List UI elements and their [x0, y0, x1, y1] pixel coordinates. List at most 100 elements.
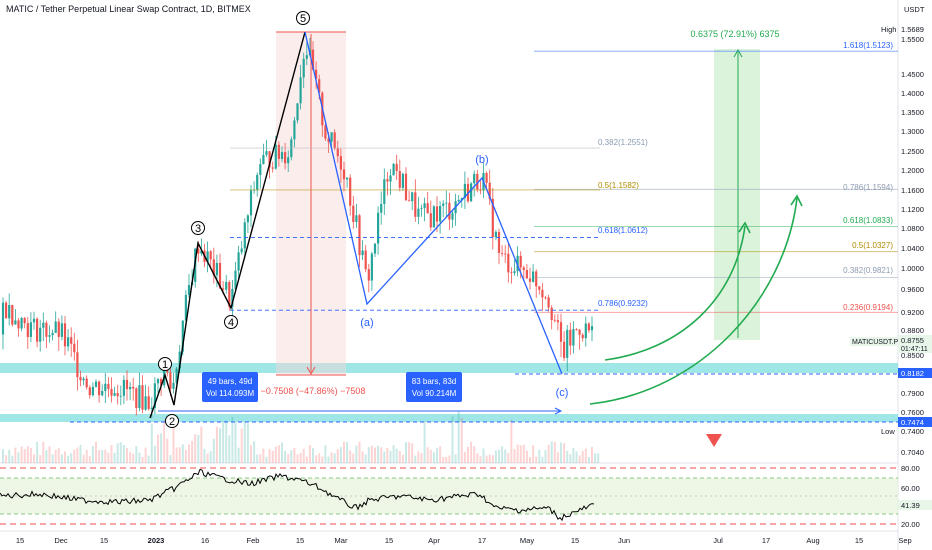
volume-bar: [26, 446, 29, 463]
candle-body: [187, 285, 191, 295]
candle-body: [144, 396, 147, 410]
wave-5-marker: [296, 11, 310, 25]
wave-3-label: 3: [195, 223, 201, 235]
volume-bar: [395, 448, 398, 463]
volume-bar: [29, 448, 32, 463]
volume-bar: [411, 443, 414, 463]
candle-body: [380, 204, 383, 213]
wave-4-label: 4: [228, 317, 234, 329]
time-tick: 17: [478, 536, 486, 545]
volume-bar: [60, 454, 63, 463]
candle-body: [23, 318, 26, 324]
volume-bar: [91, 446, 94, 463]
volume-bar: [293, 447, 296, 463]
time-tick: May: [520, 536, 534, 545]
volume-bar: [439, 446, 442, 463]
candle-body: [311, 49, 315, 70]
fib-label: 0.382(0.9821): [843, 266, 893, 275]
candle-body: [172, 382, 175, 389]
volume-bar: [144, 447, 147, 463]
volume-bar: [169, 455, 172, 463]
volume-bar: [85, 449, 88, 463]
impulse-wave-path: [149, 31, 306, 419]
candle-body: [14, 320, 17, 325]
candle-body: [581, 334, 584, 339]
candle-body: [535, 271, 538, 287]
candle-body: [125, 379, 129, 390]
wave-2-label: 2: [169, 416, 175, 428]
volume-bar: [76, 447, 79, 463]
volume-bar: [305, 456, 308, 463]
volume-bar: [166, 438, 169, 463]
volume-bar: [184, 449, 187, 463]
price-tick: 1.1200: [901, 205, 924, 214]
candle-body: [274, 144, 277, 169]
volume-bar: [212, 438, 215, 463]
volume-bar: [129, 451, 132, 463]
volume-bar: [194, 434, 197, 463]
candle-body: [330, 132, 333, 142]
volume-bar: [336, 449, 339, 463]
fib-label: 0.786(0.9232): [598, 299, 648, 308]
volume-bar: [73, 449, 76, 463]
candle-body: [451, 213, 454, 220]
candle-body: [439, 206, 442, 222]
time-tick: Mar: [335, 536, 348, 545]
fib-label: 0.5(1.1582): [598, 181, 639, 190]
price-tick: 0.7400: [901, 427, 924, 436]
range-box-1-line1: 49 bars, 49d: [208, 377, 252, 386]
wave-3-marker: [191, 221, 205, 235]
range-box-1: [202, 372, 258, 402]
level-value-1: 0.8182: [901, 369, 924, 378]
volume-bar: [510, 419, 513, 463]
price-tick: 1.3000: [901, 127, 924, 136]
candle-body: [485, 173, 488, 183]
candle-body: [504, 253, 507, 255]
fib-label: 0.236(0.9194): [843, 303, 893, 312]
candle-body: [432, 206, 435, 228]
price-tick: 0.9600: [901, 285, 924, 294]
volume-bar: [535, 456, 538, 463]
candle-body: [355, 215, 358, 222]
candle-body: [45, 322, 48, 337]
volume-bar: [138, 452, 141, 463]
volume-bar: [157, 434, 159, 463]
volume-bar: [132, 453, 135, 463]
volume-bar: [529, 457, 531, 463]
candle-body: [32, 318, 36, 323]
volume-bar: [70, 453, 73, 463]
target-measure-label: 0.6375 (72.91%) 6375: [690, 29, 779, 39]
candle-body: [249, 190, 253, 216]
candle-body: [414, 192, 417, 217]
volume-bar: [420, 453, 423, 463]
high-label: High: [881, 25, 896, 34]
volume-bar: [163, 420, 166, 463]
price-tick: 1.2500: [901, 147, 924, 156]
volume-bar: [408, 442, 411, 463]
time-tick: 16: [201, 536, 209, 545]
candle-body: [389, 175, 392, 182]
candle-body: [352, 205, 355, 223]
volume-bar: [519, 445, 522, 463]
projection-arrow-1-head: [738, 221, 751, 234]
candle-body: [48, 335, 51, 337]
volume-bar: [243, 421, 246, 463]
volume-bar: [188, 444, 190, 463]
volume-bar: [110, 445, 113, 463]
volume-bar: [575, 451, 578, 463]
candle-body: [395, 163, 398, 171]
volume-bar: [17, 452, 20, 463]
symbol-badge: [850, 337, 897, 346]
price-tick: 1.3500: [901, 108, 924, 117]
volume-bar: [206, 453, 209, 463]
volume-bar: [594, 453, 597, 463]
volume-bar: [321, 456, 324, 463]
fib-label: 0.618(1.0612): [598, 226, 648, 235]
time-tick: Apr: [428, 536, 440, 545]
candle-body: [29, 322, 32, 337]
candle-body: [119, 395, 122, 397]
candle-body: [184, 294, 187, 321]
volume-bar: [268, 448, 271, 463]
candle-body: [141, 385, 144, 410]
volume-bar: [544, 450, 547, 463]
